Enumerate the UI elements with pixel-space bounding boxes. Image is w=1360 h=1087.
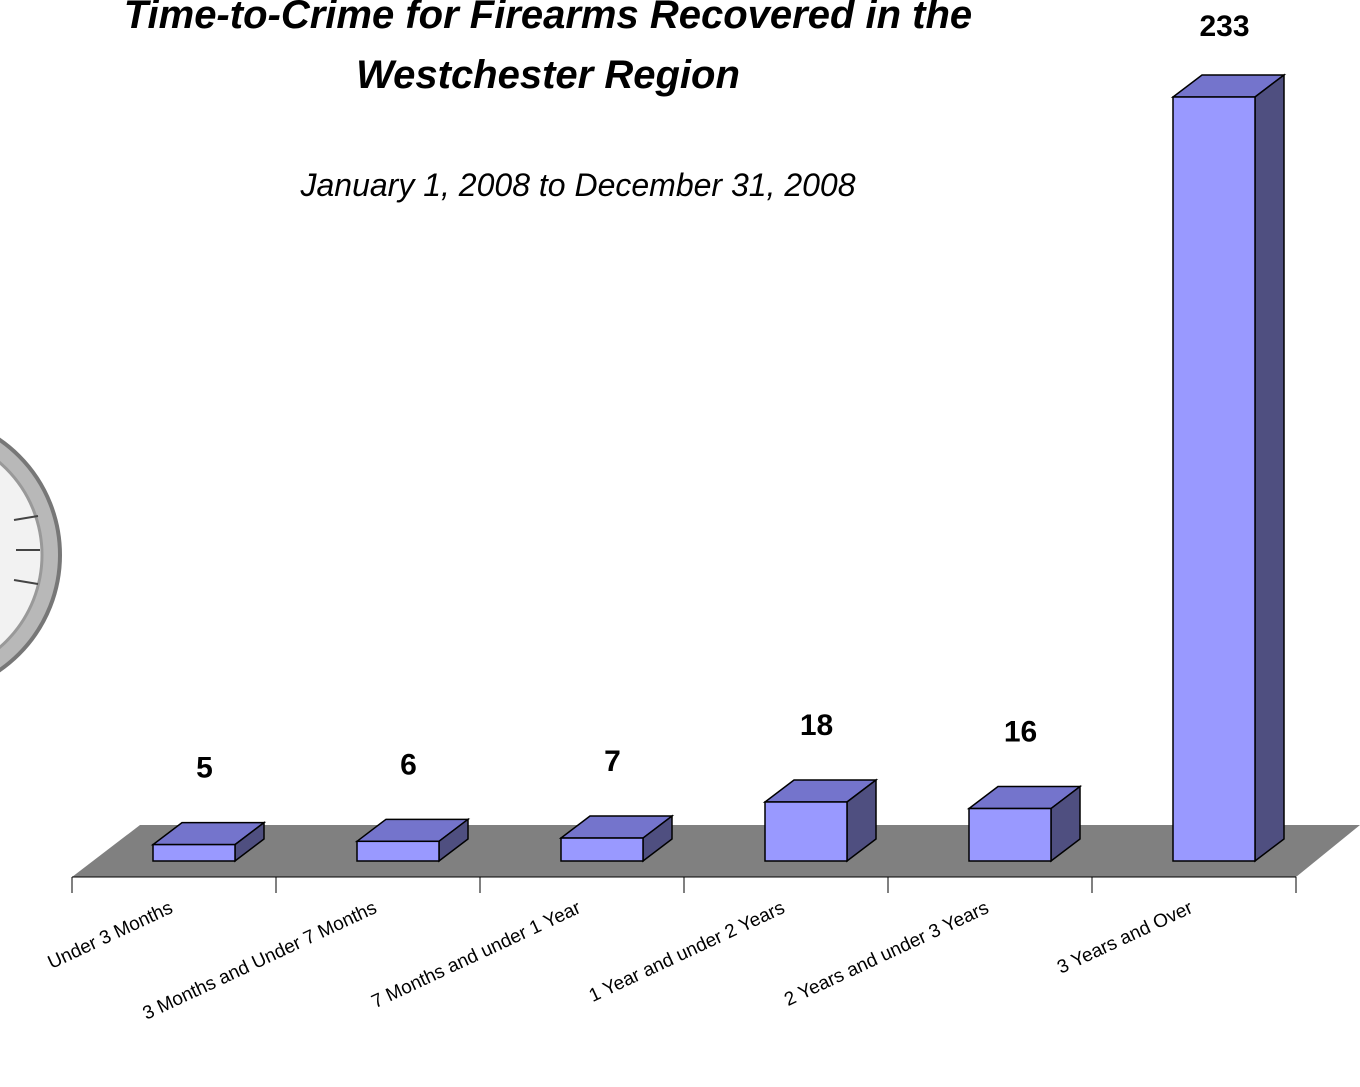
value-label: 233 [1199, 10, 1249, 43]
x-tick-label: Under 3 Months [45, 897, 176, 973]
bar [153, 845, 235, 861]
bar [357, 841, 439, 861]
x-tick-label: 2 Years and under 3 Years [781, 897, 992, 1010]
value-label: 7 [604, 745, 621, 778]
chart-subtitle: January 1, 2008 to December 31, 2008 [299, 167, 855, 203]
x-tick-label: 3 Years and Over [1054, 897, 1197, 978]
bar [765, 802, 847, 861]
floor [72, 825, 1360, 877]
bar [1173, 97, 1255, 861]
stopwatch-decoration [0, 415, 60, 695]
chart: Time-to-Crime for Firearms Recovered in … [0, 0, 1360, 1087]
bar-side [1255, 75, 1284, 861]
x-tick-label: 1 Year and under 2 Years [586, 897, 788, 1006]
value-label: 18 [800, 709, 833, 742]
bar [969, 809, 1051, 861]
chart-title: Time-to-Crime for Firearms Recovered in … [124, 0, 972, 37]
value-label: 5 [196, 752, 213, 785]
value-label: 6 [400, 748, 417, 781]
bar [561, 838, 643, 861]
value-label: 16 [1004, 716, 1037, 749]
chart-title: Westchester Region [356, 53, 740, 97]
x-tick-label: 7 Months and under 1 Year [368, 897, 584, 1013]
